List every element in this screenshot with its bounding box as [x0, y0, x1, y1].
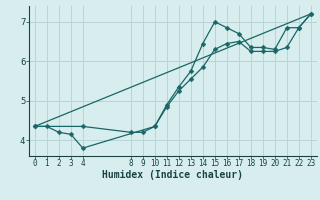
X-axis label: Humidex (Indice chaleur): Humidex (Indice chaleur)	[102, 170, 243, 180]
